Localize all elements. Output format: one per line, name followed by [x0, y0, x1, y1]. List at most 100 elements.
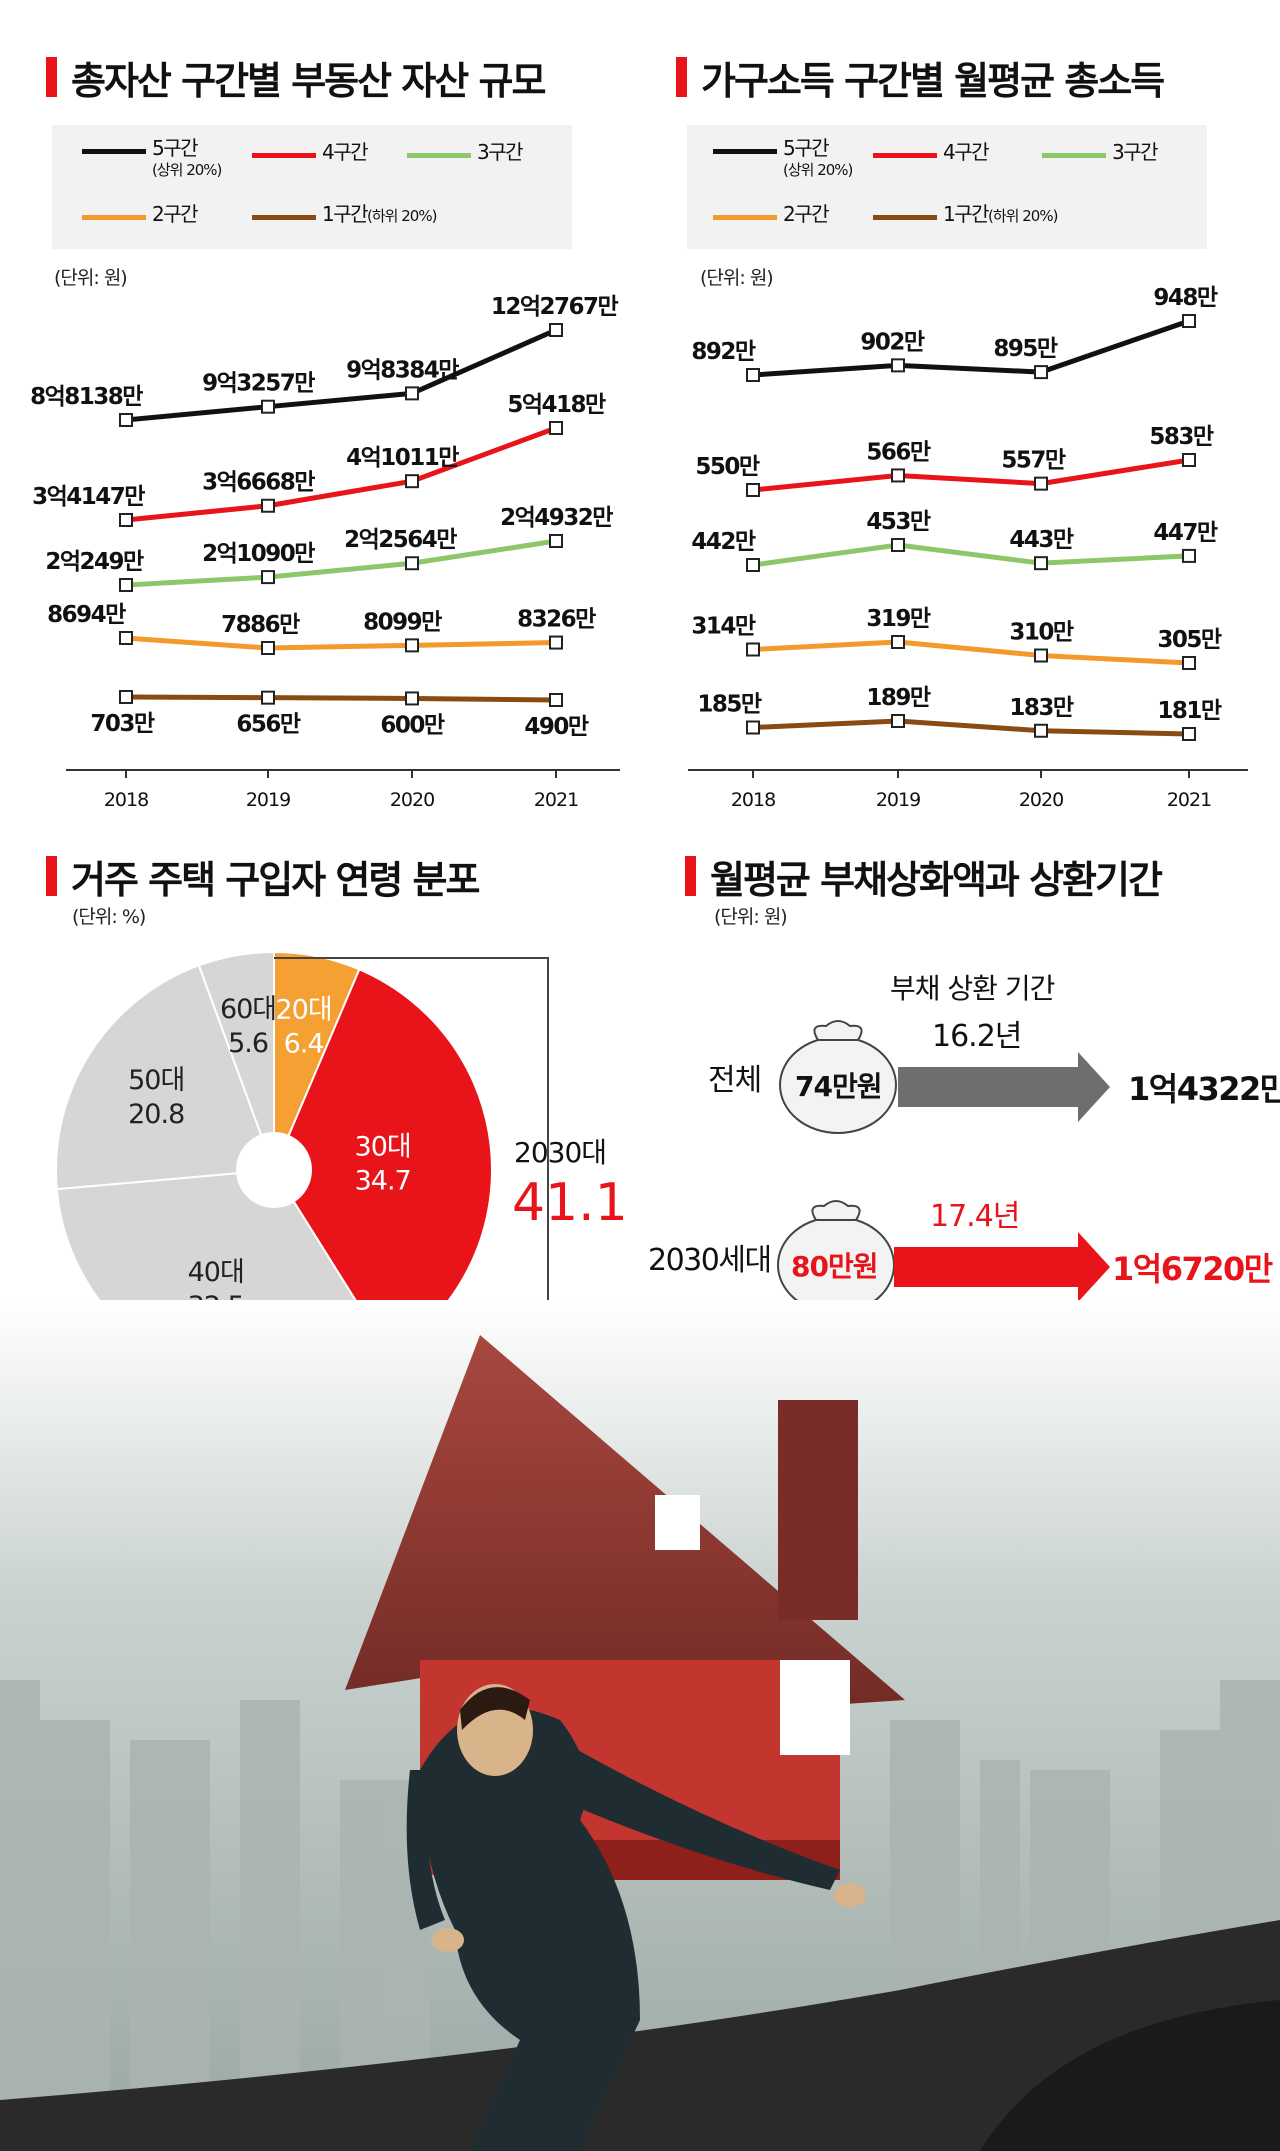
chart1-x-tick-label: 2019 — [246, 789, 290, 811]
chart1-data-label: 8099만 — [363, 609, 442, 635]
chart1-data-point — [261, 498, 275, 513]
chart2-data-point — [1182, 548, 1196, 563]
chart4-graphic: 부채 상환 기간 전체 74만원 16.2년 1억4322만 2030세대 80… — [648, 972, 1280, 1314]
chart1-data-label: 2억249만 — [45, 549, 144, 575]
chart1-data-point — [549, 693, 563, 707]
chart1-data-label: 7886만 — [221, 612, 300, 638]
chart1-data-label: 2억4932만 — [500, 505, 613, 531]
callout-value: 41.1 — [512, 1173, 628, 1233]
pie-slice-label: 40대 — [188, 1257, 244, 1288]
chart2-data-point — [746, 483, 760, 497]
chart1-data-label: 8326만 — [517, 607, 596, 633]
chart2-data-point — [1034, 476, 1048, 491]
chart1-x-tick-label: 2021 — [534, 789, 578, 811]
legend-item-2: 2구간 — [82, 203, 199, 225]
chart4-unit: (단위: 원) — [714, 906, 788, 928]
chart2-data-point — [1182, 314, 1196, 328]
chart1-data-point — [119, 690, 133, 704]
pie-slice — [55, 964, 276, 1191]
chart2-legend: 5구간 (상위 20%) 4구간 3구간 2구간 1구간(하위 20%) — [687, 125, 1207, 249]
chart1-data-point — [405, 691, 419, 706]
chart2-data-label: 892만 — [691, 339, 756, 365]
chart2-x-tick-label: 2018 — [731, 789, 775, 811]
arrow-total-body — [898, 1067, 1078, 1107]
chart1-data-label: 9억3257만 — [202, 371, 315, 397]
chart2-data-point — [746, 642, 760, 657]
chart1-data-point — [549, 534, 563, 548]
chart2-data-point — [891, 538, 905, 552]
chart1-data-point — [405, 386, 419, 401]
chart1-data-label: 3억4147만 — [32, 484, 145, 510]
chart2-data-label: 442만 — [691, 529, 756, 555]
chart1-x-tick-label: 2018 — [104, 789, 148, 811]
chart1-data-label: 600만 — [380, 712, 445, 738]
chart1-x-tick-label: 2020 — [390, 789, 434, 811]
chart1-data-point — [119, 413, 133, 427]
chart3-unit: (단위: %) — [72, 906, 146, 928]
chart2-series-line-5 — [752, 318, 1190, 378]
row-label-total: 전체 — [708, 1063, 761, 1098]
legend-item-1: 1구간(하위 20%) — [252, 203, 437, 227]
chart2-data-label: 895만 — [993, 336, 1058, 362]
chart2-data-point — [1182, 453, 1196, 467]
chart2-data-label: 185만 — [697, 692, 762, 718]
chart1-data-label: 3억6668만 — [202, 470, 315, 496]
chart2-data-label: 550만 — [695, 454, 760, 480]
pie-slice-value: 34.7 — [355, 1165, 411, 1196]
chart2-data-label: 183만 — [1009, 695, 1074, 721]
chart1-data-point — [119, 513, 133, 527]
chart1-data-label: 490만 — [524, 714, 589, 740]
total-repay-2030: 1억6720만 — [1112, 1250, 1273, 1288]
chart2-data-point — [891, 468, 905, 483]
chart2-data-label: 314만 — [691, 614, 756, 640]
chart1-data-label: 656만 — [236, 712, 301, 738]
chart2-data-label: 583만 — [1149, 424, 1214, 450]
pie-slice-label: 20대 — [276, 995, 332, 1026]
money-bag-icon — [779, 1020, 897, 1134]
chart2-data-label: 447만 — [1153, 520, 1218, 546]
chart1-data-label: 2억2564만 — [344, 527, 457, 553]
legend-item-1: 1구간(하위 20%) — [873, 203, 1058, 227]
chart1-data-label: 9억8384만 — [346, 357, 459, 383]
house-burden-illustration — [0, 1300, 1280, 2151]
legend-item-5: 5구간 (상위 20%) — [713, 137, 853, 181]
legend-item-3: 3구간 — [1042, 141, 1159, 163]
chart2-data-label: 557만 — [1001, 448, 1066, 474]
chart2-data-point — [746, 558, 760, 572]
chart1-data-label: 12억2767만 — [491, 294, 619, 320]
chart2-x-tick-label: 2020 — [1019, 789, 1063, 811]
chart1-data-point — [261, 399, 275, 414]
debt-repayment-panel: 월평균 부채상화액과 상환기간 (단위: 원) 부채 상환 기간 전체 74만원… — [640, 840, 1280, 1320]
hill — [0, 1920, 1280, 2151]
chart2-data-point — [1182, 727, 1196, 741]
pie-slice-label: 30대 — [355, 1131, 411, 1162]
chart3-pie: 20대6.430대34.740대32.550대20.860대5.62030대41… — [55, 950, 628, 1389]
chart2-x-tick-label: 2019 — [876, 789, 920, 811]
pie-slice-value: 5.6 — [228, 1028, 268, 1059]
chart2-data-label: 453만 — [866, 509, 931, 535]
chart2-data-point — [1034, 365, 1048, 380]
chart1-data-point — [549, 323, 563, 337]
chart1-data-label: 5억418만 — [507, 392, 606, 418]
legend-item-3: 3구간 — [407, 141, 524, 163]
chart1-series-line-5 — [125, 327, 558, 423]
pie-slice-label: 60대 — [220, 994, 276, 1025]
real-estate-assets-panel: 총자산 구간별 부동산 자산 규모 5구간 (상위 20%) 4구간 3구간 2구… — [0, 0, 640, 820]
chart2-data-point — [1034, 648, 1048, 663]
chart2-series-line-3 — [752, 542, 1190, 568]
chart2-data-label: 305만 — [1157, 627, 1222, 653]
chart2-data-point — [1034, 556, 1048, 571]
legend-item-5: 5구간 (상위 20%) — [82, 137, 222, 181]
chart2-x-tick-label: 2021 — [1167, 789, 1211, 811]
chart2-data-point — [746, 720, 760, 735]
chart1-data-point — [261, 641, 275, 655]
monthly-2030: 80만원 — [791, 1250, 878, 1283]
chart1-data-label: 8억8138만 — [30, 384, 143, 410]
chart1-data-point — [549, 635, 563, 650]
total-repay-total: 1억4322만 — [1128, 1070, 1280, 1108]
arrow-2030-body — [894, 1247, 1078, 1287]
legend-item-4: 4구간 — [873, 141, 990, 163]
pie-slice-value: 20.8 — [128, 1099, 184, 1130]
chart2-plot: 2018 2019 2020 2021 892만 902만 895만 948만 550만 566만… — [688, 285, 1248, 811]
chart1-data-label: 4억1011만 — [346, 445, 459, 471]
